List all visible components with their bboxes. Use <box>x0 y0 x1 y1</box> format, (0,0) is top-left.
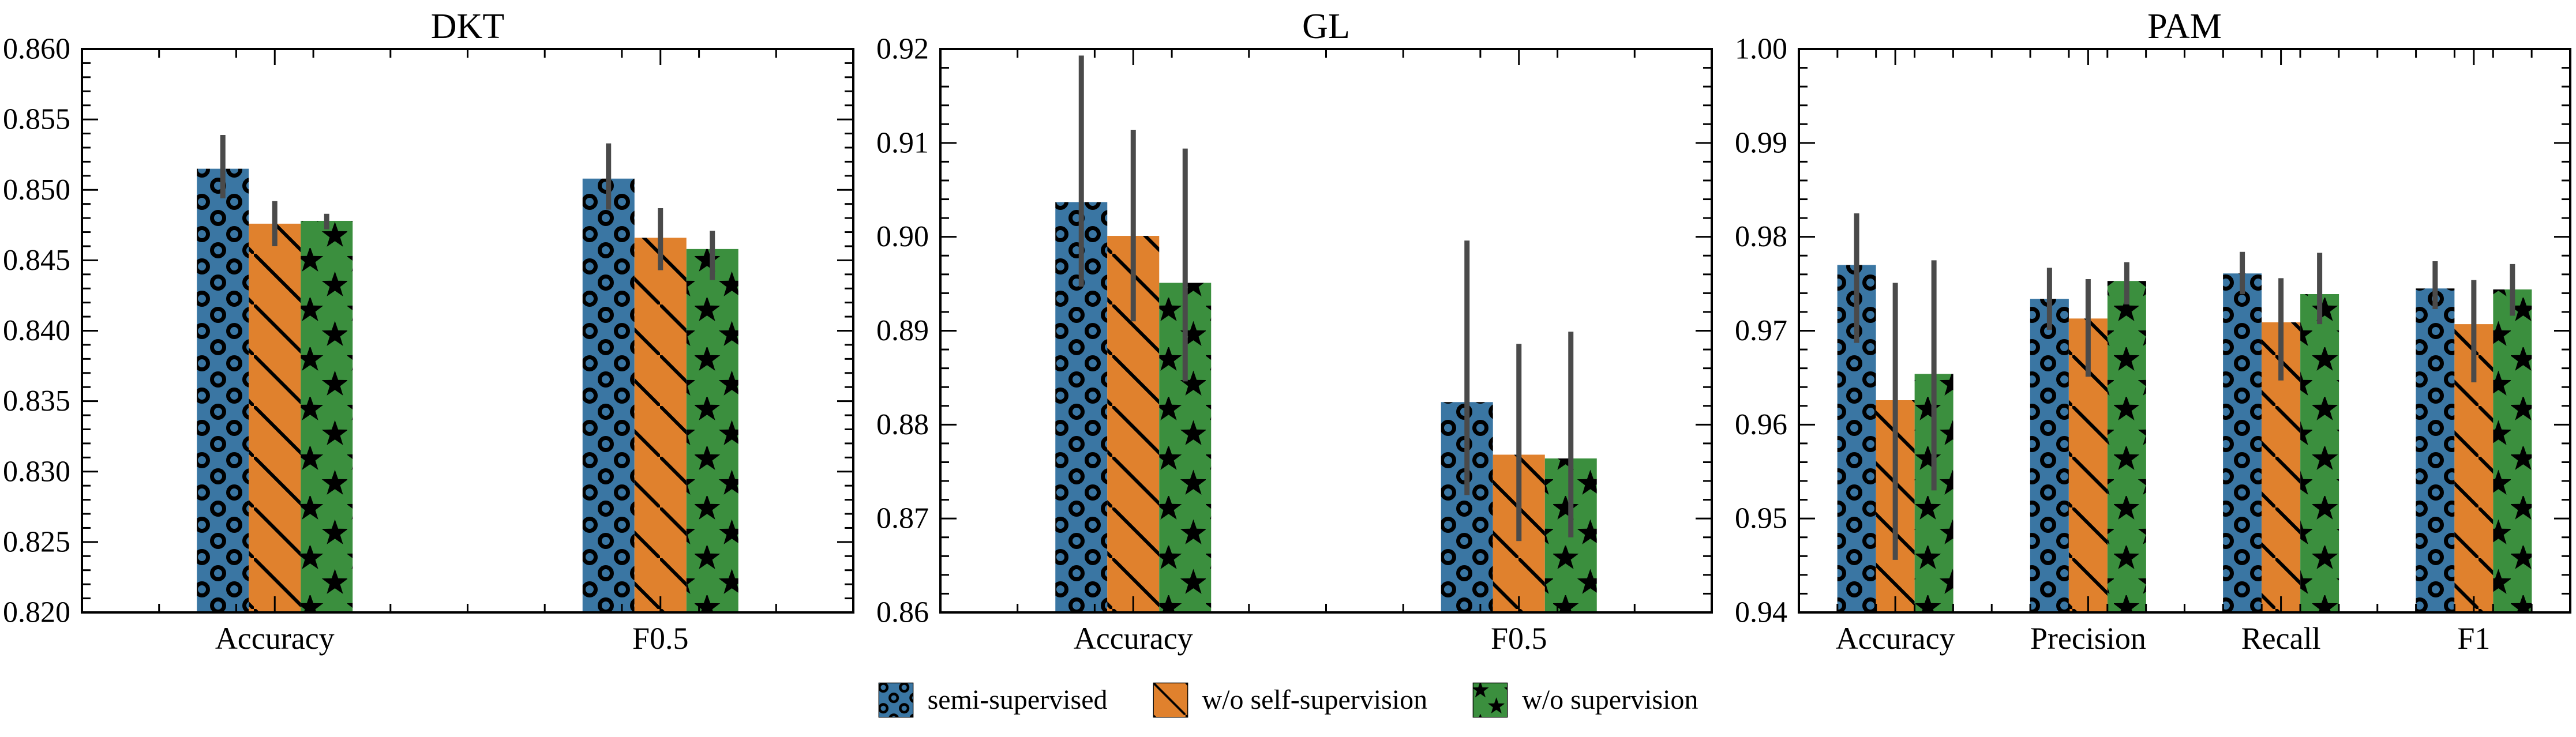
bar-w/o supervision-F0.5 <box>686 249 738 613</box>
y-axis-tick-label: 0.99 <box>1735 126 1787 159</box>
chart-dkt-svg: DKT 0.820 0.825 0.830 0.835 0.840 0.845 0.850 0.… <box>3 7 854 656</box>
y-axis-tick-label: 0.92 <box>876 33 929 66</box>
y-axis-tick-label: 0.91 <box>876 126 929 159</box>
y-axis-tick-label: 0.94 <box>1735 596 1787 629</box>
y-axis-tick-label: 0.825 <box>3 525 70 558</box>
x-axis-label: F0.5 <box>632 621 689 656</box>
legend-label: w/o supervision <box>1522 685 1698 715</box>
y-axis-tick-label: 0.855 <box>3 103 70 136</box>
y-axis-tick-label: 0.88 <box>876 408 929 441</box>
chart-pam-svg: PAM 0.94 0.95 0.96 0.97 0.98 0.99 1.00 Accuracy P… <box>1735 7 2571 656</box>
y-axis-tick-label: 1.00 <box>1735 33 1787 66</box>
y-axis-tick-label: 0.86 <box>876 596 929 629</box>
chart-gl: GL 0.86 0.87 0.88 0.89 0.90 0.91 0.92 Accuracy F0… <box>858 0 1717 663</box>
x-axis-label: Recall <box>2241 621 2321 656</box>
y-axis-tick-label: 0.845 <box>3 244 70 277</box>
bar-semi-supervised-Precision <box>2030 299 2069 612</box>
x-axis-label: Precision <box>2030 621 2146 656</box>
chart-title: GL <box>1302 7 1350 46</box>
y-axis-tick-label: 0.89 <box>876 314 929 347</box>
y-axis-tick-label: 0.860 <box>3 33 70 66</box>
chart-pam: PAM 0.94 0.95 0.96 0.97 0.98 0.99 1.00 Accuracy P… <box>1717 0 2575 663</box>
y-axis-tick-label: 0.850 <box>3 174 70 206</box>
y-axis-tick-label: 0.830 <box>3 455 70 488</box>
x-axis-label: Accuracy <box>1836 621 1955 656</box>
legend-label: w/o self-supervision <box>1202 685 1428 715</box>
y-axis-tick-label: 0.835 <box>3 385 70 418</box>
chart-gl-svg: GL 0.86 0.87 0.88 0.89 0.90 0.91 0.92 Accuracy F0… <box>876 7 1713 656</box>
axes-frame <box>939 48 1713 614</box>
circle-hatch-swatch-icon <box>878 682 913 718</box>
bar-w/o self-supervision-Accuracy <box>249 223 301 612</box>
y-axis-tick-label: 0.90 <box>876 220 929 253</box>
bar-w/o supervision-Recall <box>2300 294 2339 612</box>
chart-dkt: DKT 0.820 0.825 0.830 0.835 0.840 0.845 0.850 0.… <box>0 0 858 663</box>
x-axis-label: F0.5 <box>1491 621 1547 656</box>
bar-semi-supervised-F1 <box>2416 288 2455 613</box>
charts-row: DKT 0.820 0.825 0.830 0.835 0.840 0.845 0.850 0.… <box>0 0 2575 663</box>
y-axis-tick-label: 0.840 <box>3 314 70 347</box>
bar-semi-supervised-Accuracy <box>197 168 249 612</box>
y-axis-tick-label: 0.96 <box>1735 408 1787 441</box>
legend-item-wo-self-supervision: w/o self-supervision <box>1153 682 1428 718</box>
bar-w/o supervision-Precision <box>2107 281 2146 612</box>
bar-semi-supervised-Recall <box>2223 273 2262 613</box>
y-axis-tick-label: 0.97 <box>1735 314 1787 347</box>
bar-w/o supervision-F1 <box>2493 289 2532 612</box>
bar-semi-supervised-F0.5 <box>582 178 635 613</box>
axes-frame <box>81 48 854 614</box>
chart-title: PAM <box>2147 7 2222 46</box>
backslash-hatch-swatch-icon <box>1153 682 1188 718</box>
y-axis-tick-label: 0.87 <box>876 502 929 535</box>
legend: semi-supervised w/o self-supervision w/o… <box>0 663 2576 737</box>
legend-item-semi-supervised: semi-supervised <box>878 682 1108 718</box>
axes-frame <box>1798 48 2571 614</box>
x-axis-label: F1 <box>2457 621 2490 656</box>
chart-title: DKT <box>431 7 504 46</box>
y-axis-tick-label: 0.820 <box>3 596 70 629</box>
legend-item-wo-supervision: w/o supervision <box>1472 682 1698 718</box>
y-axis-tick-label: 0.98 <box>1735 220 1787 253</box>
bar-w/o supervision-Accuracy <box>301 220 353 612</box>
y-axis-tick-label: 0.95 <box>1735 502 1787 535</box>
bar-w/o self-supervision-F0.5 <box>634 238 687 612</box>
legend-label: semi-supervised <box>927 685 1108 715</box>
x-axis-label: Accuracy <box>215 621 335 656</box>
star-hatch-swatch-icon <box>1472 682 1508 718</box>
x-axis-label: Accuracy <box>1074 621 1193 656</box>
